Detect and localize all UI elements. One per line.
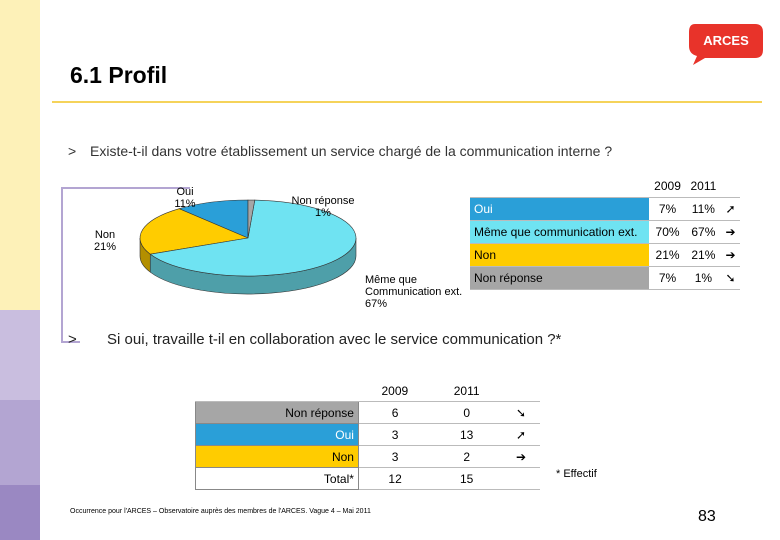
row-label: Oui (470, 197, 650, 221)
pie-label: Même que Communication ext. 67% (365, 274, 463, 310)
question: Existe-t-il dans votre établissement un … (90, 143, 613, 159)
cell: 15 (431, 467, 503, 490)
header-row: 2009 2011 (195, 380, 540, 402)
cell: 21% (685, 243, 722, 267)
side-strip (0, 310, 40, 400)
cell: 13 (431, 423, 503, 446)
trend-arrow: ➔ (721, 220, 740, 244)
pie-slice (139, 208, 250, 255)
bracket (61, 187, 190, 343)
row-label: Non (195, 445, 359, 468)
header-cell (502, 380, 540, 402)
header-cell (195, 380, 359, 402)
table-row: Oui 3 13 ➚ (195, 423, 540, 446)
cell: 3 (358, 423, 432, 446)
cell: 7% (649, 266, 686, 290)
table-row: Non 21% 21% ➔ (470, 243, 740, 267)
trend-arrow: ➘ (721, 266, 740, 290)
trend-arrow: ➔ (721, 243, 740, 267)
cell: 1% (685, 266, 722, 290)
side-strip (0, 485, 40, 540)
cell: 3 (358, 445, 432, 468)
trend-arrow: ➚ (721, 197, 740, 221)
table-collab: 2009 2011 Non réponse 6 0 ➘ Oui 3 13 ➚ Non 3 2 ➔ Total… (195, 380, 540, 490)
header-cell: 2011 (431, 380, 503, 402)
footnote: * Effectif (556, 468, 597, 480)
table-row: Oui 7% 11% ➚ (470, 197, 740, 221)
row-label: Non réponse (470, 266, 650, 290)
bullet: > (68, 331, 77, 348)
bullet: > (68, 143, 77, 159)
cell: 11% (685, 197, 722, 221)
header-cell: 2009 (358, 380, 432, 402)
logo-bubble: ARCES (689, 24, 763, 65)
table-row: Non réponse 6 0 ➘ (195, 401, 540, 424)
trend-arrow (502, 467, 540, 490)
title-rule (52, 101, 762, 103)
logo: ARCES (703, 33, 749, 48)
header-cell (721, 175, 740, 198)
question: Si oui, travaille t-il en collaboration … (107, 331, 562, 348)
cell: 6 (358, 401, 432, 424)
source: Occurrence pour l'ARCES – Observatoire a… (70, 508, 371, 515)
pie-slice (247, 199, 256, 239)
table-2011: 2009 2011 Oui 7% 11% ➚ Même que communication … (470, 175, 740, 290)
row-label: Non réponse (195, 401, 359, 424)
cell: 21% (649, 243, 686, 267)
cell: 12 (358, 467, 432, 490)
header-cell: 2011 (685, 175, 722, 198)
trend-arrow: ➔ (502, 445, 540, 468)
cell: 70% (649, 220, 686, 244)
page-number: 83 (698, 508, 716, 525)
pie-slice (178, 199, 249, 239)
table-row: Même que communication ext. 70% 67% ➔ (470, 220, 740, 244)
header-cell: 2009 (649, 175, 686, 198)
table-row: Total* 12 15 (195, 467, 540, 490)
header-cell (470, 175, 650, 198)
table-row: Non réponse 7% 1% ➘ (470, 266, 740, 290)
row-label: Non (470, 243, 650, 267)
pie-label: Non 21% (93, 229, 117, 253)
trend-arrow: ➘ (502, 401, 540, 424)
header-row: 2009 2011 (470, 175, 740, 198)
cell: 7% (649, 197, 686, 221)
table-row: Non 3 2 ➔ (195, 445, 540, 468)
row-label: Oui (195, 423, 359, 446)
pie-label: Oui 11% (174, 186, 196, 210)
pie-label: Non réponse 1% (291, 195, 355, 219)
pie-slice (149, 199, 357, 277)
cell: 67% (685, 220, 722, 244)
trend-arrow: ➚ (502, 423, 540, 446)
side-strip (0, 0, 40, 310)
title: 6.1 Profil (70, 62, 168, 88)
row-label: Même que communication ext. (470, 220, 650, 244)
cell: 0 (431, 401, 503, 424)
cell: 2 (431, 445, 503, 468)
row-label: Total* (195, 467, 359, 490)
side-strip (0, 400, 40, 485)
